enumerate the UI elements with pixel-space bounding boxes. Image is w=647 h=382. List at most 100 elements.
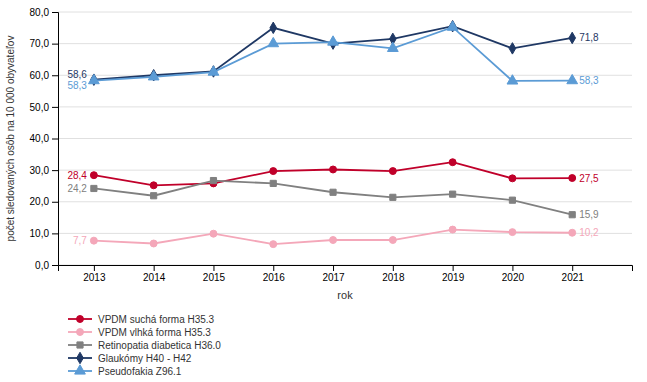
y-tick-label: 10,0: [30, 228, 50, 239]
data-label: 10,2: [579, 227, 599, 238]
series-marker: [449, 159, 456, 166]
legend-item: Pseudofakia Z96.1: [68, 365, 182, 377]
series-marker: [270, 22, 277, 33]
series-marker: [509, 229, 516, 236]
series: [91, 20, 576, 85]
x-axis: 2013 2014 2015 2016 2017 2018 2019 2020 2021: [59, 265, 633, 283]
x-tick-mark: [94, 265, 95, 271]
legend-item: Retinopatia diabetica H36.0: [68, 340, 221, 351]
chart: 2013 2014 2015 2016 2017 2018 2019 2020 2021 0,0 1…: [0, 0, 647, 382]
data-label: 58,3: [67, 80, 87, 91]
grid-line: [58, 201, 632, 202]
series-marker: [447, 21, 458, 30]
x-tick-mark: [154, 265, 155, 271]
x-tick: 2017: [322, 265, 345, 283]
series: [90, 226, 575, 248]
legend-label: VPDM suchá forma H35.3: [98, 314, 215, 325]
series-marker: [330, 189, 336, 195]
series: [91, 177, 575, 217]
series-marker: [270, 168, 277, 175]
series-marker: [210, 177, 216, 183]
legend-label: Retinopatia diabetica H36.0: [98, 340, 221, 351]
series-line: [94, 162, 572, 185]
y-tick: 10,0: [30, 228, 58, 239]
y-tick: 40,0: [30, 133, 58, 144]
legend-marker: [77, 352, 84, 363]
x-tick-label: 2021: [562, 272, 585, 283]
y-tick-label: 80,0: [30, 7, 50, 18]
x-tick: 2020: [502, 265, 525, 283]
data-label: 7,7: [73, 235, 87, 246]
y-tick-label: 40,0: [30, 133, 50, 144]
x-tick-label: 2016: [263, 272, 286, 283]
series-marker: [509, 175, 516, 182]
x-tick: 2018: [382, 265, 405, 283]
series-marker: [567, 74, 578, 83]
series-marker: [90, 172, 97, 179]
x-tick-mark: [273, 265, 274, 271]
y-tick-label: 0,0: [35, 260, 49, 271]
x-tick-label: 2017: [322, 272, 345, 283]
marks: [89, 20, 578, 247]
series-marker: [390, 194, 396, 200]
x-tick-mark: [572, 265, 573, 271]
y-tick-label: 30,0: [30, 165, 50, 176]
x-axis-line: [59, 266, 633, 272]
x-tick: 2016: [263, 265, 286, 283]
y-tick-label: 20,0: [30, 196, 50, 207]
x-tick-mark: [453, 265, 454, 271]
x-tick-mark: [213, 265, 214, 271]
y-tick-mark: [52, 12, 58, 13]
y-tick: 70,0: [30, 38, 58, 49]
y-axis-title: počet sledovaných osôb na 10 000 obyvate…: [5, 36, 16, 242]
y-tick: 60,0: [30, 70, 58, 81]
legend-label: Glaukómy H40 - H42: [98, 353, 192, 364]
data-label: 24,2: [67, 183, 87, 194]
data-label: 15,9: [579, 209, 599, 220]
x-tick: 2013: [83, 265, 106, 283]
y-tick: 30,0: [30, 165, 58, 176]
y-tick: 80,0: [30, 7, 58, 18]
x-tick: 2015: [203, 265, 226, 283]
y-tick-mark: [52, 107, 58, 108]
x-tick-label: 2018: [382, 272, 405, 283]
x-tick-label: 2019: [442, 272, 465, 283]
x-tick-mark: [393, 265, 394, 271]
legend-marker: [77, 329, 84, 336]
series-marker: [90, 237, 97, 244]
y-tick-mark: [52, 170, 58, 171]
legend-item: VPDM vlhká forma H35.3: [68, 327, 211, 338]
data-labels: 28,427,57,710,224,215,958,671,858,358,3: [67, 32, 599, 246]
legend-label: Pseudofakia Z96.1: [98, 366, 182, 377]
series-line: [94, 181, 572, 215]
y-tick: 50,0: [30, 102, 58, 113]
legend: VPDM suchá forma H35.3 VPDM vlhká forma H…: [68, 314, 221, 377]
series-marker: [507, 75, 518, 84]
data-label: 58,6: [67, 69, 87, 80]
series-marker: [509, 43, 516, 54]
series-marker: [151, 193, 157, 199]
series-marker: [450, 191, 456, 197]
legend-marker: [77, 342, 83, 348]
series-line: [94, 27, 572, 81]
x-axis-title: rok: [337, 289, 353, 301]
x-tick-mark: [333, 265, 334, 271]
x-tick-label: 2014: [143, 272, 166, 283]
series-marker: [449, 226, 456, 233]
grid: [58, 12, 632, 265]
legend-marker: [75, 365, 86, 374]
series-marker: [330, 166, 337, 173]
series-line: [94, 230, 572, 245]
y-tick-mark: [52, 75, 58, 76]
series: [89, 21, 578, 84]
y-tick: 20,0: [30, 196, 58, 207]
series-marker: [210, 230, 217, 237]
x-tick-label: 2020: [502, 272, 525, 283]
series-marker: [569, 229, 576, 236]
y-tick-label: 70,0: [30, 38, 50, 49]
series-marker: [569, 212, 575, 218]
grid-line: [58, 106, 632, 107]
series-marker: [270, 180, 276, 186]
y-tick: 0,0: [35, 260, 58, 271]
legend-label: VPDM vlhká forma H35.3: [98, 327, 211, 338]
